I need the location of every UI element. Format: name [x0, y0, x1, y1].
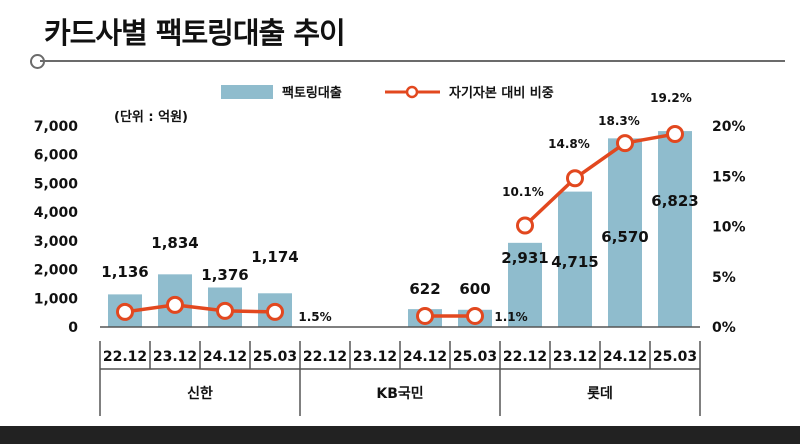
group-label: 롯데	[587, 386, 613, 402]
line-marker	[216, 301, 234, 320]
line-data-label: 1.1%	[494, 310, 527, 324]
line-data-label: 14.8%	[548, 137, 590, 151]
bar-data-label: 6,570	[601, 228, 648, 246]
y2-tick-label: 5%	[712, 270, 736, 286]
x-tick-label: 23.12	[553, 349, 597, 365]
line-data-label: 1.5%	[298, 310, 331, 324]
x-tick-label: 22.12	[103, 349, 147, 365]
y-tick-label: 5,000	[34, 176, 79, 192]
line-marker	[616, 134, 634, 153]
x-tick-label: 24.12	[203, 349, 247, 365]
line-marker	[416, 306, 434, 325]
line-data-label: 19.2%	[650, 91, 692, 105]
legend-bar-swatch	[221, 85, 273, 99]
bar	[608, 138, 642, 327]
bar	[658, 131, 692, 327]
line-series-segment	[523, 132, 676, 227]
x-tick-label: 23.12	[153, 349, 197, 365]
line-series-segment	[124, 303, 276, 314]
bar-data-label: 4,715	[551, 253, 598, 271]
x-tick-label: 22.12	[503, 349, 547, 365]
chart-title: 카드사별 팩토링대출 추이	[44, 16, 346, 50]
y-tick-label: 0	[68, 320, 78, 336]
x-tick-label: 22.12	[303, 349, 347, 365]
legend-bar-label: 팩토링대출	[282, 85, 342, 101]
line-marker	[266, 302, 284, 321]
group-label: KB국민	[376, 385, 423, 402]
y2-tick-label: 10%	[712, 220, 746, 236]
unit-label: (단위 : 억원)	[114, 109, 188, 125]
y-tick-label: 7,000	[34, 119, 79, 135]
line-marker	[666, 125, 684, 144]
x-tick-label: 24.12	[403, 349, 447, 365]
legend-line-marker	[405, 85, 419, 99]
line-data-label: 10.1%	[502, 185, 544, 199]
y-tick-label: 3,000	[34, 234, 79, 250]
bar	[508, 242, 542, 327]
group-label: 신한	[187, 386, 213, 402]
y2-tick-label: 15%	[712, 169, 746, 185]
bar-data-label: 622	[409, 280, 440, 298]
x-tick-label: 25.03	[253, 349, 297, 365]
bar-data-label: 2,931	[501, 249, 548, 267]
bar-data-label: 1,376	[201, 266, 248, 284]
legend-line-label: 자기자본 대비 비중	[449, 86, 554, 101]
y2-tick-label: 0%	[712, 320, 736, 336]
bar-data-label: 1,834	[151, 234, 198, 252]
line-marker	[516, 216, 534, 235]
y-tick-label: 6,000	[34, 148, 79, 164]
y-tick-label: 2,000	[34, 263, 79, 279]
bar	[558, 191, 592, 327]
bar-data-label: 1,136	[101, 263, 148, 281]
x-tick-label: 24.12	[603, 349, 647, 365]
bar-data-label: 6,823	[651, 192, 698, 210]
line-marker	[466, 306, 484, 325]
x-tick-label: 23.12	[353, 349, 397, 365]
x-tick-label: 25.03	[653, 349, 697, 365]
title-rule	[40, 60, 785, 62]
bar-data-label: 600	[459, 280, 490, 298]
line-marker	[566, 169, 584, 188]
x-tick-label: 25.03	[453, 349, 497, 365]
bar-data-label: 1,174	[251, 248, 298, 266]
line-marker	[116, 302, 134, 321]
y-tick-label: 4,000	[34, 205, 79, 221]
y2-tick-label: 20%	[712, 119, 746, 135]
line-marker	[166, 295, 184, 314]
bottom-banner	[0, 426, 800, 444]
line-data-label: 18.3%	[598, 114, 640, 128]
y-tick-label: 1,000	[34, 291, 79, 307]
